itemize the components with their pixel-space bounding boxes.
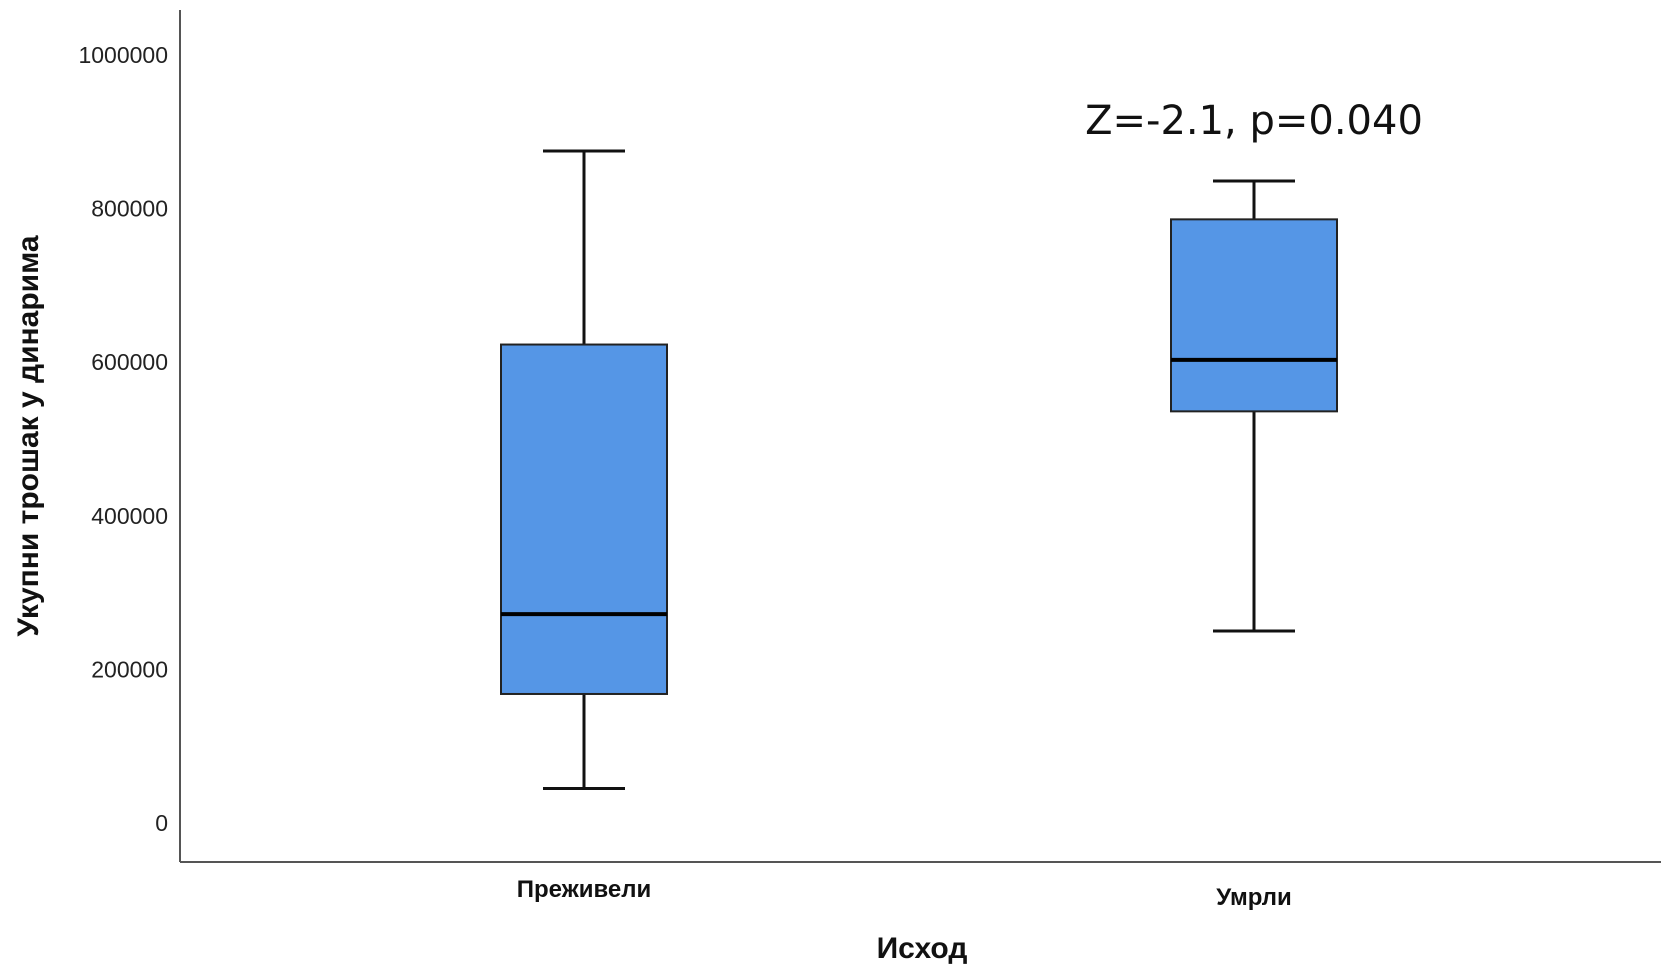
x-axis-title: Исход — [877, 932, 968, 965]
y-tick-label: 1000000 — [78, 42, 168, 68]
y-tick-label: 600000 — [91, 349, 168, 375]
category-label-died: Умрли — [1216, 884, 1292, 911]
category-label-survived: Преживели — [517, 876, 652, 903]
y-tick-label: 200000 — [91, 656, 168, 682]
interquartile-box — [500, 343, 668, 695]
boxes-group — [500, 149, 1338, 790]
y-tick-label: 0 — [155, 810, 168, 836]
y-tick-labels: 0 200000 400000 600000 800000 1000000 — [78, 42, 168, 836]
y-tick-label: 400000 — [91, 503, 168, 529]
y-axis-title: Укупни трошак у динарима — [12, 235, 45, 636]
test-statistic-annotation: Z=-2.1, p=0.040 — [1085, 98, 1423, 144]
y-tick-label: 800000 — [91, 196, 168, 222]
box-0 — [500, 149, 668, 790]
box-1 — [1170, 179, 1338, 633]
interquartile-box — [1170, 218, 1338, 413]
